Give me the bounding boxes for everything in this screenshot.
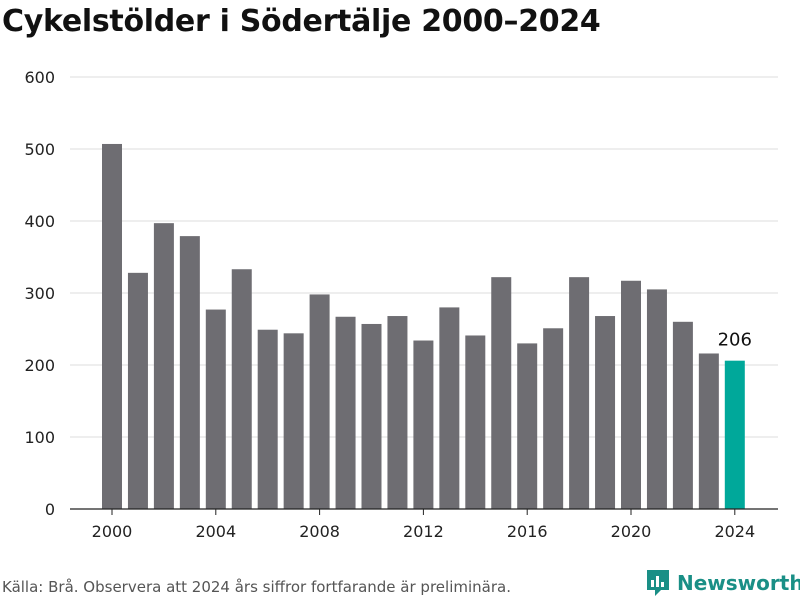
- brand-name: Newsworthy: [677, 571, 800, 595]
- y-tick-label: 600: [24, 68, 55, 87]
- source-note: Källa: Brå. Observera att 2024 års siffr…: [2, 578, 511, 596]
- bar: [257, 329, 278, 509]
- x-tick-label: 2024: [714, 522, 755, 541]
- newsworthy-logo-icon: [647, 570, 669, 596]
- bar: [517, 343, 538, 509]
- bar: [231, 269, 252, 509]
- y-tick-label: 300: [24, 284, 55, 303]
- x-tick-label: 2012: [403, 522, 444, 541]
- bar: [672, 321, 693, 509]
- bar: [646, 289, 667, 509]
- bar: [698, 353, 719, 509]
- bar: [309, 294, 330, 509]
- brand-logo: Newsworthy: [645, 568, 800, 598]
- bar: [465, 335, 486, 509]
- bar: [102, 143, 122, 509]
- x-tick-label: 2000: [92, 522, 133, 541]
- bar: [491, 277, 512, 509]
- bar: [621, 280, 641, 509]
- x-tick-label: 2016: [507, 522, 548, 541]
- x-tick-label: 2020: [611, 522, 652, 541]
- x-tick-label: 2008: [299, 522, 340, 541]
- y-tick-label: 400: [24, 212, 55, 231]
- bar-chart: 0 100 200 300 400 500 600 2000 2004 2008 2012 2016 2…: [24, 68, 778, 541]
- bar: [387, 316, 408, 509]
- bar: [335, 316, 356, 509]
- bar: [179, 236, 200, 509]
- y-tick-label: 500: [24, 140, 55, 159]
- bar: [127, 272, 148, 509]
- data-label: 206: [718, 330, 752, 351]
- x-tick-label: 2004: [195, 522, 236, 541]
- bar: [283, 333, 304, 509]
- bar: [569, 277, 590, 509]
- y-tick-label: 100: [24, 428, 55, 447]
- bar: [205, 309, 226, 509]
- y-tick-label: 200: [24, 356, 55, 375]
- bar: [153, 223, 174, 509]
- bar: [543, 328, 564, 509]
- bar: [595, 316, 616, 509]
- bar: [413, 340, 434, 509]
- bar: [361, 323, 382, 509]
- chart-title: Cykelstölder i Södertälje 2000–2024: [2, 4, 601, 39]
- bar: [439, 307, 460, 509]
- y-tick-label: 0: [45, 500, 55, 519]
- bar: [724, 360, 745, 509]
